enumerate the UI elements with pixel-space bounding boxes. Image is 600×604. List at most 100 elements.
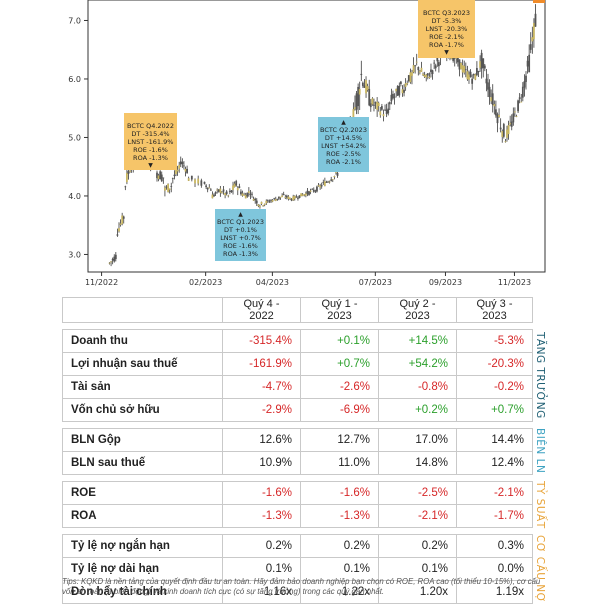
- candle-body: [515, 116, 518, 117]
- table-cell: +0.7%: [300, 352, 379, 376]
- candle-body: [463, 66, 466, 73]
- candle-body: [480, 52, 483, 69]
- candle-body: [393, 96, 396, 98]
- table-row: Tỷ lệ nợ ngắn hạn 0.2% 0.2% 0.2% 0.3%: [62, 534, 533, 558]
- candle-body: [469, 71, 472, 78]
- candlestick-chart: 3.0 4.0 5.0 6.0 7.0 11/2022 02/2023 04/2023 07/2…: [68, 0, 546, 287]
- candle-body: [265, 200, 268, 204]
- side-label: TĂNG TRƯỞNG: [534, 331, 546, 419]
- candle-body: [376, 101, 379, 110]
- table-cell: -0.8%: [378, 375, 457, 399]
- candle-body: [157, 175, 160, 180]
- table-cell: -1.6%: [300, 481, 379, 505]
- candle-body: [110, 261, 112, 263]
- candle-body: [526, 60, 529, 67]
- annotation-line: BCTC Q2.2023: [320, 126, 367, 134]
- candle-body: [434, 65, 437, 69]
- candle-body: [116, 234, 119, 236]
- candle-body: [293, 195, 296, 199]
- candle-body: [287, 196, 290, 200]
- candle-body: [164, 187, 166, 191]
- candle-body: [114, 254, 117, 260]
- candle-body: [176, 169, 179, 172]
- table-cell: +54.2%: [378, 352, 457, 376]
- table-row: Tài sản -4.7% -2.6% -0.8% -0.2%: [62, 375, 533, 399]
- table-cell: 0.2%: [222, 534, 301, 558]
- candle-body: [187, 178, 190, 181]
- candle-body: [335, 172, 337, 173]
- candle-body: [418, 71, 421, 73]
- group-spacer: [62, 527, 533, 535]
- candle-body: [241, 193, 244, 196]
- candle-body: [183, 165, 185, 167]
- table-cell: -2.1%: [456, 481, 533, 505]
- candle-body: [433, 62, 436, 64]
- spacer-cell: [62, 421, 533, 429]
- table-cell: +0.2%: [378, 398, 457, 422]
- x-tick-label: 11/2023: [498, 278, 531, 287]
- table-cell: 12.7%: [300, 428, 379, 452]
- candle-body: [273, 198, 276, 200]
- candle-body: [373, 104, 375, 106]
- y-tick-label: 7.0: [68, 16, 81, 25]
- candle-body: [420, 67, 423, 72]
- candle-body: [327, 181, 329, 183]
- candle-body: [510, 121, 513, 127]
- candle-body: [244, 194, 247, 199]
- candle-body: [306, 190, 309, 195]
- table-cell: -1.6%: [222, 481, 301, 505]
- candle-body: [225, 191, 228, 195]
- candle-body: [369, 103, 372, 108]
- candle-body: [365, 80, 367, 94]
- row-label: Tỷ lệ nợ ngắn hạn: [62, 534, 223, 558]
- candle-body: [197, 178, 200, 184]
- candle-body: [127, 171, 130, 174]
- table-cell: -6.9%: [300, 398, 379, 422]
- candle-body: [483, 65, 486, 69]
- annotation-line: BCTC Q4.2022: [127, 122, 174, 130]
- table-row: Doanh thu -315.4% +0.1% +14.5% -5.3%: [62, 329, 533, 353]
- candle-body: [493, 104, 496, 107]
- candle-body: [533, 23, 535, 40]
- candle-body: [319, 185, 322, 188]
- candle-body: [354, 107, 356, 110]
- down-arrow-icon: ▼: [148, 162, 153, 169]
- annotation-line: DT -5.3%: [431, 17, 462, 25]
- candle-body: [111, 258, 114, 261]
- table-cell: -0.2%: [456, 375, 533, 399]
- candle-body: [316, 186, 318, 192]
- candle-body: [295, 196, 298, 198]
- up-arrow-icon: ▲: [341, 119, 346, 126]
- candle-body: [247, 191, 250, 193]
- candle-body: [205, 185, 207, 187]
- spacer-cell: [62, 527, 533, 535]
- candle-body: [208, 187, 211, 189]
- table-cell: 12.4%: [456, 451, 533, 475]
- candle-body: [230, 190, 233, 193]
- candle-body: [456, 55, 459, 63]
- candle-body: [240, 191, 242, 195]
- candle-body: [436, 57, 439, 62]
- candle-body: [279, 196, 282, 198]
- table-cell: 17.0%: [378, 428, 457, 452]
- x-tick-label: 11/2022: [85, 278, 118, 287]
- group-spacer: [62, 322, 533, 330]
- up-arrow-icon: ▲: [238, 211, 243, 218]
- candle-body: [171, 178, 174, 180]
- y-tick-label: 6.0: [68, 75, 81, 84]
- candle-body: [423, 75, 426, 77]
- candle-body: [514, 111, 516, 113]
- candle-body: [360, 73, 363, 76]
- candle-body: [312, 189, 315, 192]
- candle-body: [487, 82, 489, 90]
- candle-body: [398, 85, 401, 96]
- candle-body: [219, 188, 222, 193]
- candle-body: [382, 114, 385, 117]
- candle-body: [407, 75, 410, 82]
- table-cell: 14.4%: [456, 428, 533, 452]
- candle-body: [235, 181, 238, 186]
- candle-body: [297, 198, 299, 199]
- last-price-marker: [533, 0, 545, 3]
- candle-body: [363, 85, 366, 88]
- header-empty: [62, 297, 223, 323]
